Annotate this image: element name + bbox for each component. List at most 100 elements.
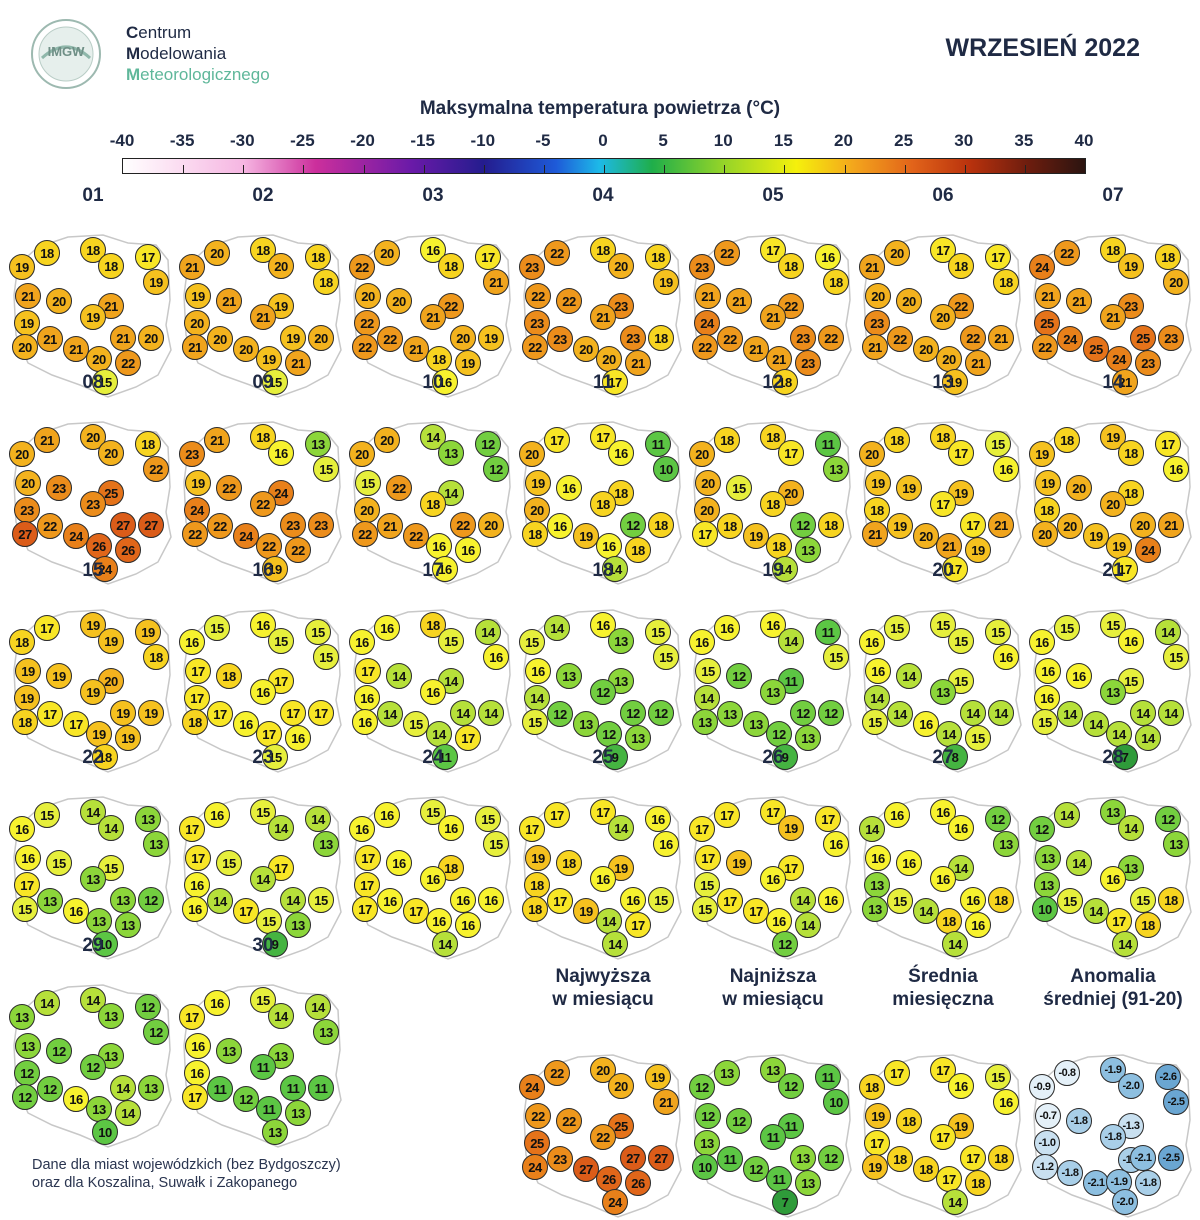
city-value-marker: 13 <box>1034 872 1060 898</box>
city-value-marker: 20 <box>46 288 72 314</box>
poland-outline <box>1033 234 1192 398</box>
city-value-marker: 20 <box>524 497 550 523</box>
header: IMGW Centrum Modelowania Meteorologiczne… <box>0 0 1200 180</box>
daily-map-panel: 16 15 16 15 16 15 15 17 18 17 17 17 16 18 16 17 17 17 16 15 <box>178 560 348 775</box>
city-value-marker: 26 <box>86 533 112 559</box>
city-value-marker: 15 <box>948 628 974 654</box>
city-value-marker: 17 <box>308 700 334 726</box>
city-value-marker: 16 <box>525 658 551 684</box>
city-value-marker: 20 <box>349 441 375 467</box>
scale-tick-label: 5 <box>658 131 668 150</box>
city-value-marker: 16 <box>993 1089 1019 1115</box>
city-value-marker: 15 <box>34 802 60 828</box>
daily-map-panel: 19 16 16 11 16 14 15 15 12 14 11 13 13 13 13 12 12 12 13 9 <box>688 560 858 775</box>
country-border <box>863 796 1022 960</box>
city-value-marker: 13 <box>556 663 582 689</box>
city-value-marker: 20 <box>184 310 210 336</box>
country-border <box>353 609 512 773</box>
city-value-marker: 13 <box>305 431 331 457</box>
city-value-marker: 15 <box>1100 612 1126 638</box>
city-value-marker: 20 <box>374 427 400 453</box>
city-value-marker: 22 <box>960 325 986 351</box>
city-value-marker: 13 <box>98 1043 124 1069</box>
city-value-marker: 13 <box>1035 845 1061 871</box>
scale-tick-label: 0 <box>598 131 608 150</box>
city-value-marker: 21 <box>63 336 89 362</box>
city-value-marker: 17 <box>184 685 210 711</box>
city-value-marker: 20 <box>450 325 476 351</box>
city-value-marker: 13 <box>692 709 718 735</box>
city-value-marker: 18 <box>818 512 844 538</box>
city-value-marker: 14 <box>859 816 885 842</box>
city-value-marker: 17 <box>37 701 63 727</box>
city-value-marker: 18 <box>766 533 792 559</box>
city-value-marker: 18 <box>556 850 582 876</box>
city-value-marker: -1.8 <box>1100 1124 1126 1150</box>
city-value-marker: 27 <box>573 1156 599 1182</box>
city-value-marker: 18 <box>823 269 849 295</box>
city-value-marker: 17 <box>14 872 40 898</box>
city-value-marker: 18 <box>92 744 118 770</box>
city-value-marker: 16 <box>354 685 380 711</box>
city-value-marker: -1.8 <box>1135 1170 1161 1196</box>
city-value-marker: 12 <box>985 806 1011 832</box>
city-value-marker: 16 <box>653 831 679 857</box>
city-value-marker: 15 <box>862 709 888 735</box>
city-value-marker: 22 <box>352 334 378 360</box>
city-value-marker: 17 <box>985 244 1011 270</box>
scale-tick-label: 20 <box>834 131 853 150</box>
city-value-marker: 18 <box>420 491 446 517</box>
city-value-marker: 21 <box>250 304 276 330</box>
city-value-marker: 19 <box>653 269 679 295</box>
city-value-marker: 19 <box>46 663 72 689</box>
day-label: 06 <box>932 185 954 206</box>
city-value-marker: 18 <box>648 325 674 351</box>
city-value-marker: 16 <box>590 866 616 892</box>
city-value-marker: 13 <box>790 1145 816 1171</box>
city-value-marker: 17 <box>544 802 570 828</box>
day-label: 03 <box>422 185 444 206</box>
city-value-marker: 9 <box>602 744 628 770</box>
city-value-marker: 13 <box>1100 679 1126 705</box>
daily-map-panel: 10 20 14 12 20 13 12 15 22 20 14 21 18 22 22 22 16 20 16 16 <box>348 372 518 587</box>
city-value-marker: 16 <box>204 990 230 1016</box>
city-value-marker: 17 <box>625 912 651 938</box>
city-value-marker: 14 <box>1155 619 1181 645</box>
city-value-marker: 19 <box>887 513 913 539</box>
country-border <box>183 984 342 1148</box>
city-value-marker: 20 <box>913 523 939 549</box>
city-value-marker: 17 <box>475 244 501 270</box>
city-value-marker: 20 <box>80 424 106 450</box>
city-value-marker: 14 <box>772 556 798 582</box>
city-value-marker: 14 <box>420 424 446 450</box>
city-value-marker: 13 <box>717 701 743 727</box>
city-value-marker: 12 <box>1155 806 1181 832</box>
city-value-marker: 13 <box>135 806 161 832</box>
daily-map-panel: 22 15 14 13 16 14 13 16 15 17 15 13 13 15 16 13 13 12 13 10 <box>8 747 178 962</box>
city-value-marker: 15 <box>694 872 720 898</box>
city-value-marker: 15 <box>519 629 545 655</box>
city-value-marker: 18 <box>426 346 452 372</box>
city-value-marker: 17 <box>815 806 841 832</box>
city-value-marker: 14 <box>1135 725 1161 751</box>
city-value-marker: 19 <box>80 304 106 330</box>
city-value-marker: 22 <box>1032 334 1058 360</box>
city-value-marker: 26 <box>115 537 141 563</box>
city-value-marker: 17 <box>778 440 804 466</box>
city-value-marker: 12 <box>596 721 622 747</box>
city-value-marker: 17 <box>185 845 211 871</box>
city-value-marker: 16 <box>818 887 844 913</box>
summary-title: Anomalia średniej (91-20) <box>1013 965 1200 1011</box>
city-value-marker: 18 <box>305 244 331 270</box>
country-border <box>1033 796 1192 960</box>
city-value-marker: 17 <box>403 898 429 924</box>
city-value-marker: 21 <box>760 304 786 330</box>
city-value-marker: 17 <box>268 855 294 881</box>
city-value-marker: 14 <box>450 700 476 726</box>
city-value-marker: 16 <box>960 887 986 913</box>
city-value-marker: 21 <box>743 336 769 362</box>
city-value-marker: 16 <box>608 440 634 466</box>
city-value-marker: 19 <box>965 537 991 563</box>
summary-title-line2: w miesiącu <box>722 989 824 1010</box>
country-border <box>183 421 342 585</box>
